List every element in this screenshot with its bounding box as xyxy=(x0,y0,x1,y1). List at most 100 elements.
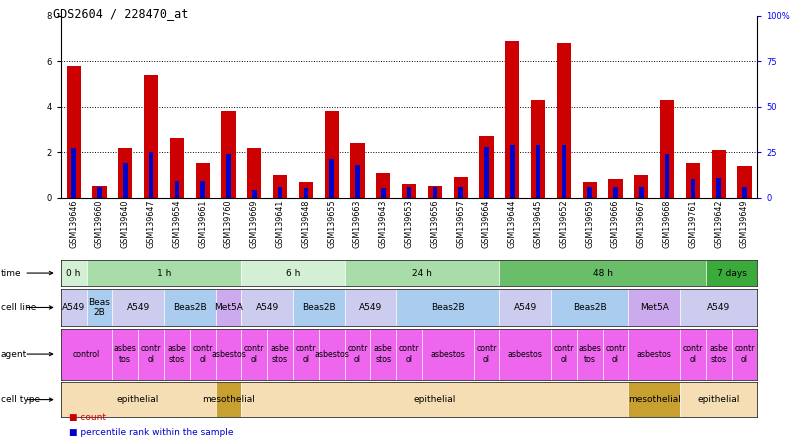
Text: GSM139761: GSM139761 xyxy=(688,200,697,248)
Text: 6 h: 6 h xyxy=(286,269,301,278)
Bar xyxy=(587,186,592,198)
Text: ■ percentile rank within the sample: ■ percentile rank within the sample xyxy=(69,428,233,437)
Bar xyxy=(221,111,236,198)
Bar xyxy=(613,186,618,198)
Bar xyxy=(293,329,319,380)
Text: Met5A: Met5A xyxy=(640,303,668,312)
Text: control: control xyxy=(73,349,100,359)
Bar xyxy=(304,189,308,198)
Bar xyxy=(293,289,344,326)
Text: 7 days: 7 days xyxy=(717,269,747,278)
Bar xyxy=(247,147,262,198)
Bar xyxy=(639,186,644,198)
Text: GSM139645: GSM139645 xyxy=(534,200,543,248)
Text: 1 h: 1 h xyxy=(157,269,171,278)
Bar xyxy=(680,329,706,380)
Bar xyxy=(608,179,623,198)
Bar xyxy=(164,329,190,380)
Bar xyxy=(665,154,669,198)
Text: asbestos: asbestos xyxy=(508,349,543,359)
Text: GSM139649: GSM139649 xyxy=(740,200,749,248)
Bar xyxy=(742,186,747,198)
Text: Beas2B: Beas2B xyxy=(573,303,607,312)
Bar xyxy=(355,165,360,198)
Text: cell line: cell line xyxy=(1,303,36,312)
Text: contr
ol: contr ol xyxy=(347,345,368,364)
Bar xyxy=(396,289,499,326)
Bar xyxy=(344,329,370,380)
Text: contr
ol: contr ol xyxy=(141,345,161,364)
Text: time: time xyxy=(1,269,21,278)
Bar xyxy=(376,173,390,198)
Text: A549: A549 xyxy=(126,303,150,312)
Text: ■ count: ■ count xyxy=(69,413,106,422)
Text: asbes
tos: asbes tos xyxy=(114,345,137,364)
Bar xyxy=(706,329,731,380)
Text: A549: A549 xyxy=(514,303,537,312)
Bar xyxy=(200,181,205,198)
Bar xyxy=(458,186,463,198)
Text: GSM139655: GSM139655 xyxy=(327,200,336,249)
Bar xyxy=(381,189,386,198)
Text: asbe
stos: asbe stos xyxy=(710,345,728,364)
Text: contr
ol: contr ol xyxy=(554,345,574,364)
Text: 48 h: 48 h xyxy=(593,269,612,278)
Text: contr
ol: contr ol xyxy=(193,345,213,364)
Bar xyxy=(325,111,339,198)
Bar xyxy=(278,186,283,198)
Text: GSM139652: GSM139652 xyxy=(560,200,569,249)
Text: Met5A: Met5A xyxy=(214,303,243,312)
Text: agent: agent xyxy=(1,349,27,359)
Bar xyxy=(61,260,87,286)
Text: 24 h: 24 h xyxy=(412,269,432,278)
Text: GSM139666: GSM139666 xyxy=(611,200,620,248)
Bar xyxy=(505,40,519,198)
Bar xyxy=(190,329,215,380)
Bar xyxy=(123,163,127,198)
Bar xyxy=(499,289,551,326)
Text: GSM139646: GSM139646 xyxy=(69,200,78,248)
Bar xyxy=(531,100,545,198)
Bar xyxy=(422,329,474,380)
Bar xyxy=(634,175,648,198)
Text: GDS2604 / 228470_at: GDS2604 / 228470_at xyxy=(53,7,188,20)
Text: GSM139656: GSM139656 xyxy=(430,200,439,248)
Bar xyxy=(87,289,113,326)
Bar xyxy=(716,178,721,198)
Bar xyxy=(241,260,344,286)
Text: asbestos: asbestos xyxy=(637,349,671,359)
Bar xyxy=(499,260,706,286)
Text: epithelial: epithelial xyxy=(697,395,740,404)
Text: contr
ol: contr ol xyxy=(296,345,316,364)
Text: Beas2B: Beas2B xyxy=(302,303,335,312)
Bar xyxy=(686,163,700,198)
Bar xyxy=(113,329,139,380)
Bar xyxy=(484,147,488,198)
Text: GSM139641: GSM139641 xyxy=(275,200,284,248)
Bar xyxy=(241,382,629,417)
Text: GSM139642: GSM139642 xyxy=(714,200,723,248)
Bar xyxy=(61,289,87,326)
Bar xyxy=(474,329,499,380)
Bar xyxy=(691,179,695,198)
Text: mesothelial: mesothelial xyxy=(202,395,255,404)
Bar xyxy=(319,329,344,380)
Bar xyxy=(139,329,164,380)
Text: GSM139653: GSM139653 xyxy=(404,200,414,248)
Text: 0 h: 0 h xyxy=(66,269,81,278)
Bar xyxy=(510,145,514,198)
Text: contr
ol: contr ol xyxy=(476,345,497,364)
Bar xyxy=(551,289,629,326)
Bar xyxy=(92,186,107,198)
Bar xyxy=(61,329,113,380)
Bar xyxy=(344,260,499,286)
Bar xyxy=(273,175,287,198)
Bar xyxy=(215,382,241,417)
Bar xyxy=(706,260,757,286)
Text: asbestos: asbestos xyxy=(314,349,349,359)
Text: GSM139657: GSM139657 xyxy=(456,200,465,249)
Bar xyxy=(603,329,629,380)
Text: asbe
stos: asbe stos xyxy=(374,345,393,364)
Bar xyxy=(711,150,726,198)
Bar xyxy=(407,186,411,198)
